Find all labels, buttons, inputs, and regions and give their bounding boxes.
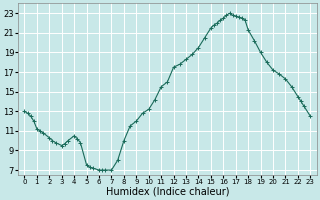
X-axis label: Humidex (Indice chaleur): Humidex (Indice chaleur) xyxy=(106,187,229,197)
